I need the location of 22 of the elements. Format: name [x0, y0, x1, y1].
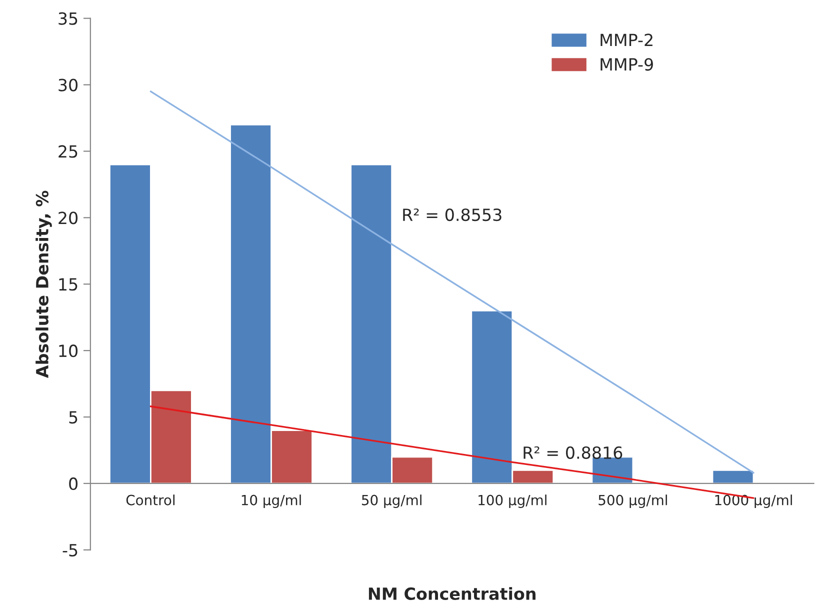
y-tick-label: 30 [58, 78, 78, 92]
y-tick-label: 0 [69, 477, 78, 490]
y-axis-title: Absolute Density, % [36, 190, 52, 378]
y-tick-label: 25 [58, 145, 78, 158]
line-series [150, 90, 754, 474]
legend-label: MMP-2 [600, 34, 652, 46]
bar [712, 469, 754, 484]
y-tick-label: 10 [59, 344, 78, 358]
y-tick-label: 5 [69, 411, 78, 424]
x-tick-label: Control [126, 494, 174, 506]
y-tick-label: 35 [58, 12, 78, 25]
x-tick-label: 50 µg/ml [362, 494, 422, 508]
annotation: R² = 0.8553 [403, 208, 502, 222]
y-tick-label: 20 [58, 212, 78, 224]
x-tick-label: 10 µg/ml [242, 494, 301, 508]
legend-label: MMP-9 [600, 58, 653, 71]
x-tick-label: 500 µg/ml [598, 494, 667, 508]
y-tick-label: 15 [59, 278, 78, 291]
x-tick-label: 100 µg/ml [478, 494, 546, 508]
annotation: R² = 0.8816 [524, 446, 622, 459]
y-tick-label: -5 [62, 544, 78, 556]
x-axis-title: NM Concentration [368, 587, 536, 600]
